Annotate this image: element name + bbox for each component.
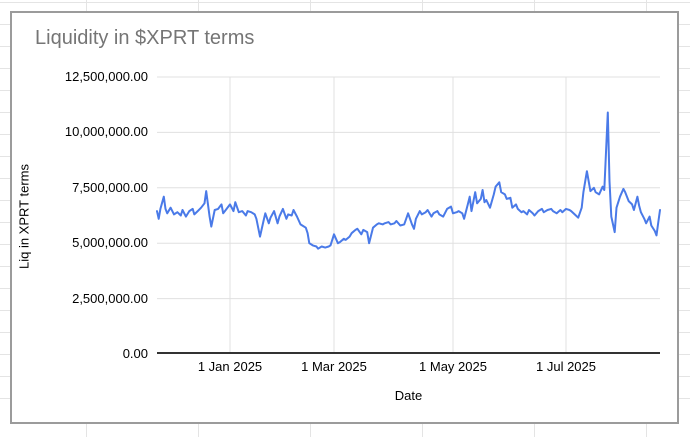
y-tick-label: 0.00 — [122, 346, 148, 361]
plot-area — [156, 76, 661, 354]
x-tick-label: 1 May 2025 — [419, 359, 487, 374]
y-tick-label: 5,000,000.00 — [72, 235, 148, 251]
line-chart-svg — [156, 76, 661, 354]
y-tick-label: 10,000,000.00 — [64, 124, 148, 140]
x-axis-title: Date — [394, 388, 423, 403]
chart-container[interactable]: Liquidity in $XPRT terms Liq in XPRT ter… — [10, 11, 679, 424]
y-tick-label: 7,500,000.00 — [72, 179, 148, 195]
x-tick-label: 1 Jul 2025 — [536, 359, 596, 374]
chart-title: Liquidity in $XPRT terms — [35, 27, 255, 49]
y-tick-label: 12,500,000.00 — [64, 69, 148, 84]
liquidity-line-series — [156, 111, 661, 250]
y-tick-label: 2,500,000.00 — [72, 290, 148, 306]
x-tick-label: 1 Mar 2025 — [301, 359, 367, 374]
y-axis-title: Liq in XPRT terms — [16, 164, 32, 270]
x-tick-label: 1 Jan 2025 — [197, 359, 263, 374]
